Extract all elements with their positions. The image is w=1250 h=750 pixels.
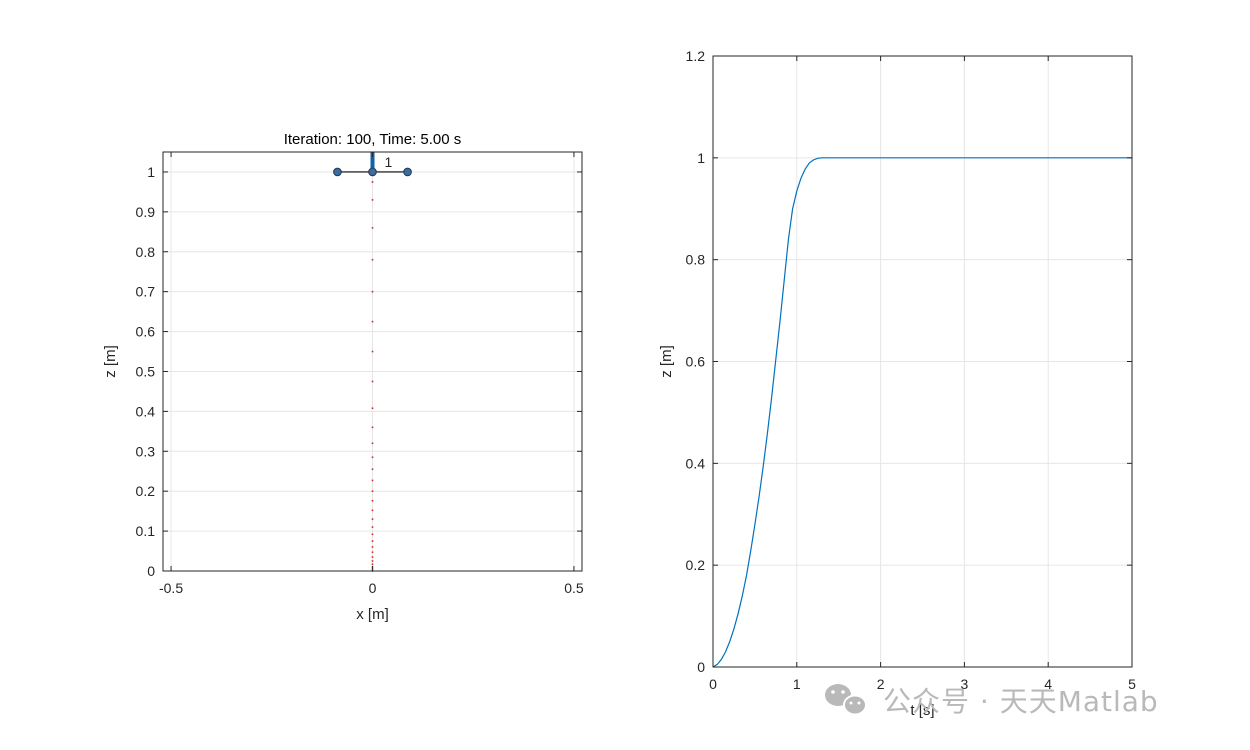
trajectory-x-label: x [m]: [356, 606, 389, 623]
vehicle-node: [333, 167, 342, 177]
vehicle-node: [403, 167, 412, 177]
trajectory-point: [371, 490, 374, 492]
trajectory-point: [371, 258, 374, 261]
trajectory-point: [371, 551, 374, 554]
y-tick-label: 0.7: [136, 284, 156, 300]
trajectory-point: [371, 540, 374, 542]
y-tick-label: 0: [147, 563, 155, 579]
altitude-ticks: 0 1 2 3 4 5 0 0.2 0.4 0.6 0.8 1 1.2: [686, 48, 1137, 692]
vehicle-node: [368, 167, 377, 177]
x-tick-label: 0: [369, 580, 377, 596]
trajectory-point: [371, 479, 374, 482]
x-tick-label: 0.5: [564, 580, 584, 596]
trajectory-ticks: -0.5 0 0.500.10.20.30.40.50.60.70.80.91: [136, 152, 584, 596]
trajectory-point: [371, 556, 374, 558]
trajectory-point: [371, 407, 374, 409]
altitude-y-label: z [m]: [658, 345, 675, 378]
trajectory-point: [371, 526, 374, 528]
trajectory-axes: 1 -0.5 0 0.500.10.20.30.40.50.60.70.80.91 …: [102, 131, 584, 623]
trajectory-point: [371, 199, 374, 201]
y-tick-label: 1: [147, 164, 155, 180]
trajectory-point: [371, 518, 374, 520]
y-tick-label: 0.5: [136, 363, 156, 379]
altitude-line: [712, 157, 1132, 668]
trajectory-point: [371, 290, 374, 293]
trajectory-title: Iteration: 100, Time: 5.00 s: [284, 131, 462, 148]
y-tick-label: 0.8: [686, 252, 706, 268]
y-tick-label: 0.6: [686, 354, 706, 370]
y-tick-label: 0.1: [136, 523, 156, 539]
trajectory-point: [371, 509, 374, 512]
y-tick-label: 0.6: [136, 324, 156, 340]
x-tick-label: 3: [961, 676, 969, 692]
x-tick-label: 2: [877, 676, 885, 692]
x-tick-label: 4: [1044, 676, 1052, 692]
x-tick-label: -0.5: [159, 580, 183, 596]
wechat-icon: [825, 684, 867, 716]
trajectory-point: [371, 468, 374, 471]
trajectory-point: [371, 560, 374, 562]
y-tick-label: 0.4: [136, 403, 156, 419]
x-tick-label: 0: [709, 676, 717, 692]
trajectory-point: [371, 546, 374, 548]
y-tick-label: 0.3: [136, 443, 156, 459]
trajectory-point: [371, 181, 374, 183]
y-tick-label: 0.2: [136, 483, 156, 499]
watermark: 公众号 · 天天Matlab: [825, 684, 1159, 718]
y-tick-label: 0.8: [136, 244, 156, 260]
trajectory-point: [371, 320, 374, 323]
x-tick-label: 5: [1128, 676, 1136, 692]
y-tick-label: 1.2: [686, 48, 706, 64]
y-tick-label: 0.9: [136, 204, 156, 220]
trajectory-point: [371, 442, 374, 445]
trajectory-point: [371, 499, 374, 502]
trajectory-point: [371, 563, 374, 566]
trajectory-point: [371, 227, 374, 229]
trajectory-point: [371, 350, 374, 353]
watermark-text: 公众号 · 天天Matlab: [883, 685, 1159, 718]
x-tick-label: 1: [793, 676, 801, 692]
trajectory-point: [371, 533, 374, 536]
vehicle-label: 1: [385, 154, 393, 170]
y-tick-label: 0.4: [686, 455, 706, 471]
trajectory-y-label: z [m]: [102, 345, 119, 378]
y-tick-label: 0.2: [686, 557, 706, 573]
y-tick-label: 0: [697, 659, 705, 675]
y-tick-label: 1: [697, 150, 705, 166]
trajectory-point: [371, 426, 374, 429]
altitude-axes: 0 1 2 3 4 5 0 0.2 0.4 0.6 0.8 1 1.2 t [s] z [m]: [658, 48, 1136, 719]
altitude-series: [712, 157, 1132, 668]
altitude-x-label: t [s]: [910, 702, 934, 719]
trajectory-point: [371, 380, 374, 383]
trajectory-point: [371, 456, 374, 459]
